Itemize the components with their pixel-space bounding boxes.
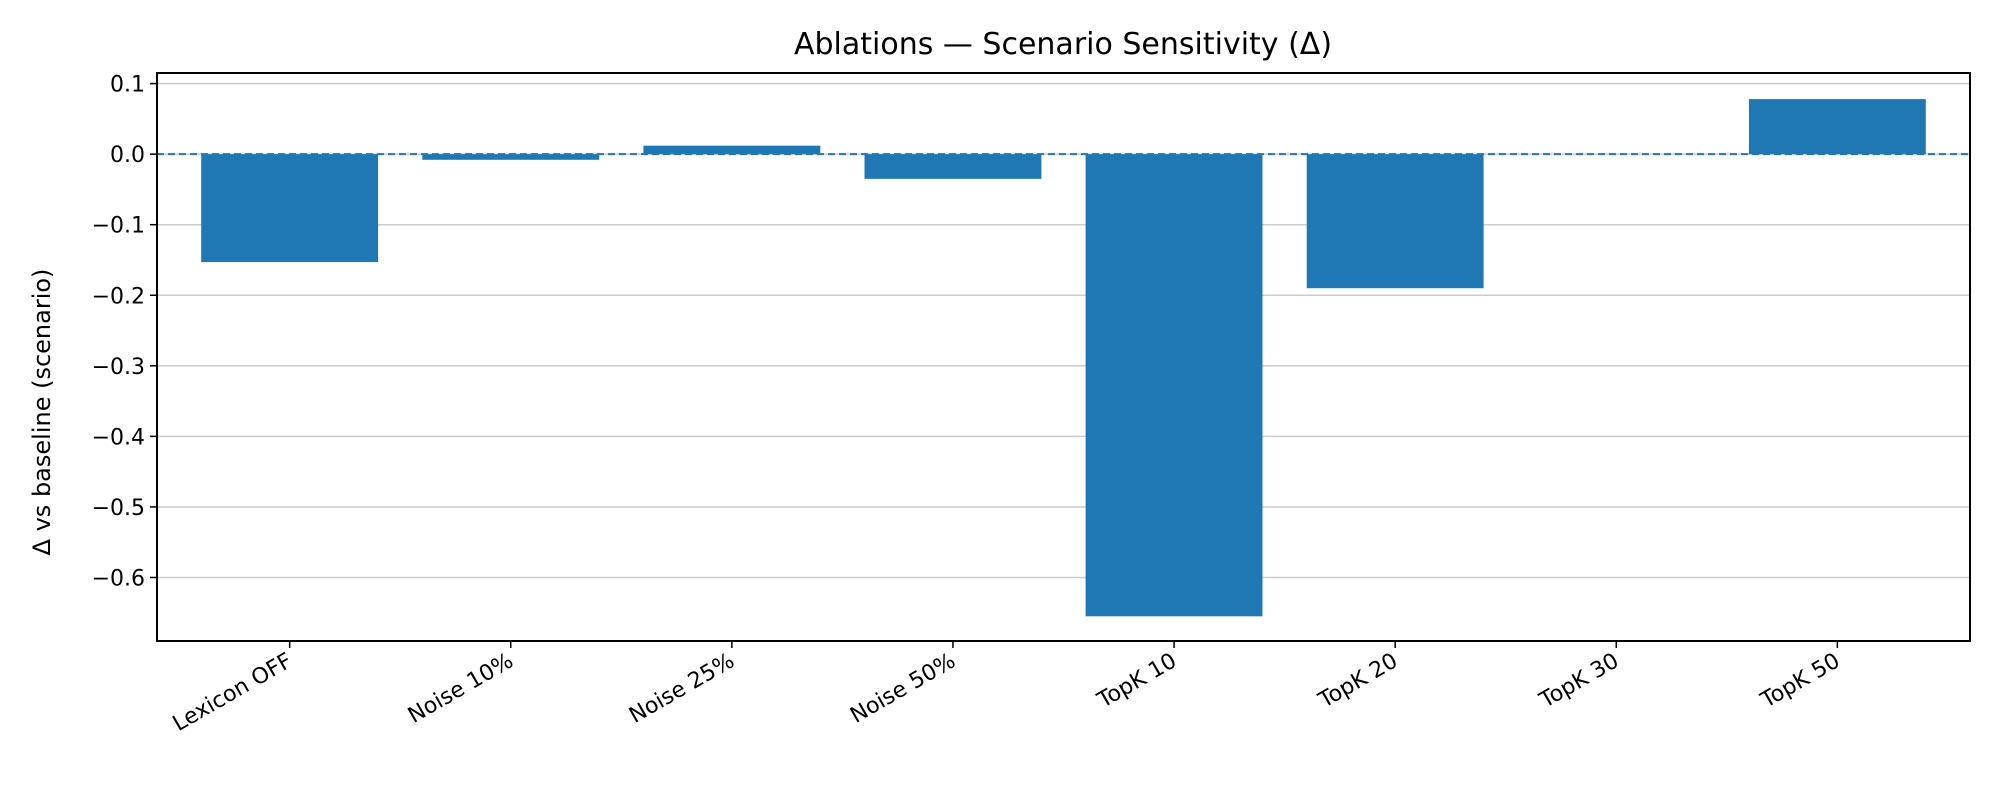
y-tick-label: −0.3 xyxy=(92,355,145,380)
bar xyxy=(1748,99,1926,155)
y-tick-label: −0.4 xyxy=(92,425,145,450)
bar xyxy=(864,154,1042,179)
x-tick-label: TopK 10 xyxy=(1093,649,1181,714)
bar xyxy=(1085,154,1263,617)
bar xyxy=(643,145,821,155)
x-tick-label: TopK 50 xyxy=(1756,649,1844,714)
bar xyxy=(1306,154,1484,289)
y-tick-label: 0.1 xyxy=(110,73,145,98)
y-tick-label: −0.2 xyxy=(92,284,145,309)
y-tick-label: 0.0 xyxy=(110,143,145,168)
x-tick-label: TopK 30 xyxy=(1535,649,1623,714)
bar xyxy=(422,154,600,160)
y-axis-label: Δ vs baseline (scenario) xyxy=(28,269,56,556)
axes xyxy=(156,72,1971,642)
x-axis-ticks: Lexicon OFF Noise 10% Noise 25% Noise 50% To… xyxy=(169,641,1844,737)
bar xyxy=(201,154,379,263)
x-tick-label: Noise 10% xyxy=(404,649,518,729)
bars xyxy=(201,99,1926,617)
y-tick-label: −0.6 xyxy=(92,566,145,591)
y-axis-ticks: 0.1 0.0 −0.1 −0.2 −0.3 −0.4 −0.5 −0.6 xyxy=(92,73,157,591)
x-tick-label: TopK 20 xyxy=(1314,649,1402,714)
y-tick-label: −0.5 xyxy=(92,496,145,521)
x-tick-label: Lexicon OFF xyxy=(169,649,297,737)
chart-title: Ablations — Scenario Sensitivity (Δ) xyxy=(794,27,1332,62)
plot-frame xyxy=(156,72,1971,642)
x-tick-label: Noise 50% xyxy=(846,649,960,729)
y-tick-label: −0.1 xyxy=(92,214,145,239)
x-tick-label: Noise 25% xyxy=(625,649,739,729)
